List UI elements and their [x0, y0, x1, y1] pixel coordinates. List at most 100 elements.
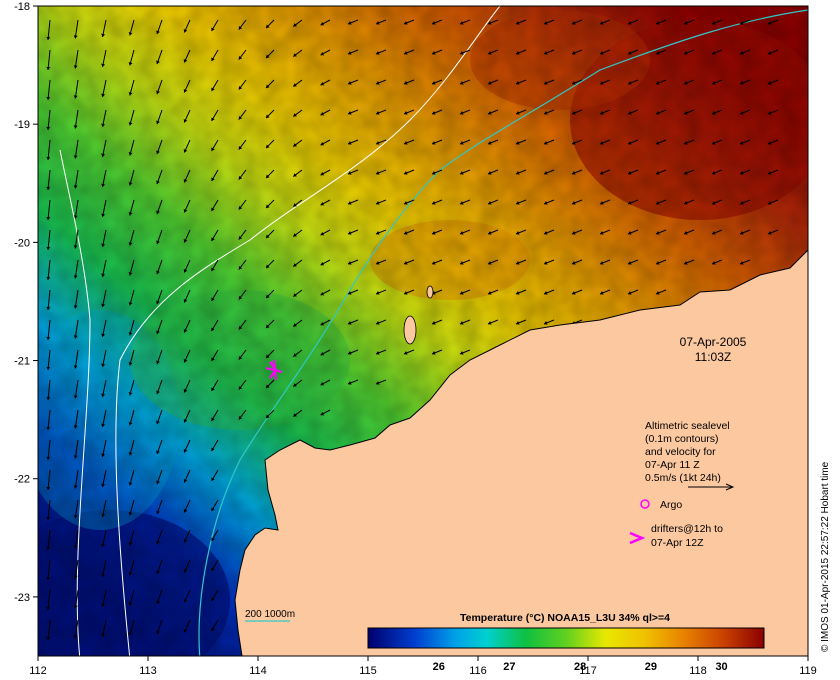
- velocity-arrowhead: [73, 395, 78, 399]
- velocity-arrowhead: [628, 81, 632, 85]
- velocity-arrowhead: [128, 152, 133, 156]
- velocity-arrowhead: [73, 605, 78, 609]
- velocity-arrow: [47, 349, 51, 371]
- velocity-arrowhead: [740, 51, 744, 55]
- velocity-arrowhead: [768, 51, 772, 55]
- lon-tick-label: 116: [469, 665, 487, 677]
- velocity-arrowhead: [460, 261, 464, 265]
- velocity-arrowhead: [544, 201, 548, 205]
- velocity-arrowhead: [684, 201, 688, 205]
- velocity-arrowhead: [740, 141, 744, 145]
- velocity-arrowhead: [266, 234, 270, 239]
- velocity-arrowhead: [712, 111, 716, 115]
- velocity-arrowhead: [238, 145, 243, 150]
- velocity-arrowhead: [101, 153, 106, 158]
- velocity-arrowhead: [293, 383, 297, 387]
- velocity-arrowhead: [628, 171, 632, 175]
- velocity-arrowhead: [572, 21, 576, 25]
- velocity-arrowhead: [488, 261, 492, 265]
- velocity-arrowhead: [183, 88, 188, 93]
- velocity-arrowhead: [628, 51, 632, 55]
- velocity-arrowhead: [656, 111, 660, 115]
- velocity-arrow: [47, 169, 51, 191]
- velocity-arrowhead: [156, 210, 160, 215]
- velocity-arrowhead: [684, 111, 688, 115]
- velocity-arrowhead: [460, 201, 464, 205]
- velocity-arrow: [74, 139, 79, 159]
- velocity-arrowhead: [320, 51, 325, 56]
- velocity-arrowhead: [600, 261, 604, 265]
- velocity-arrowhead: [293, 173, 297, 177]
- velocity-arrowhead: [156, 510, 160, 515]
- velocity-arrowhead: [572, 171, 576, 175]
- velocity-arrowhead: [293, 263, 297, 267]
- velocity-arrowhead: [156, 90, 160, 95]
- velocity-arrowhead: [156, 570, 160, 575]
- velocity-arrowhead: [488, 201, 492, 205]
- velocity-arrowhead: [488, 51, 492, 55]
- velocity-arrowhead: [600, 111, 604, 115]
- velocity-arrowhead: [73, 245, 78, 249]
- velocity-arrowhead: [600, 201, 604, 205]
- velocity-arrowhead: [320, 141, 325, 146]
- velocity-arrowhead: [684, 171, 688, 175]
- velocity-arrowhead: [348, 321, 352, 325]
- velocity-arrowhead: [211, 477, 215, 482]
- velocity-arrow: [47, 469, 51, 491]
- velocity-arrow: [47, 289, 51, 311]
- date-label: 07-Apr-2005: [680, 335, 747, 349]
- velocity-arrowhead: [156, 600, 160, 605]
- legend-line-5: 0.5m/s (1kt 24h): [645, 472, 721, 484]
- legend-line-3: and velocity for: [645, 446, 716, 458]
- velocity-arrowhead: [128, 482, 133, 486]
- velocity-arrowhead: [211, 297, 215, 302]
- velocity-arrowhead: [544, 231, 548, 235]
- velocity-arrowhead: [376, 321, 380, 325]
- velocity-arrowhead: [768, 231, 772, 235]
- velocity-arrowhead: [211, 447, 215, 452]
- velocity-arrowhead: [128, 392, 133, 396]
- velocity-arrowhead: [432, 141, 436, 145]
- velocity-arrowhead: [656, 81, 660, 85]
- velocity-arrowhead: [238, 325, 243, 330]
- velocity-arrowhead: [183, 58, 188, 63]
- velocity-arrowhead: [404, 81, 408, 85]
- velocity-arrowhead: [211, 207, 215, 212]
- velocity-arrowhead: [238, 355, 243, 360]
- velocity-arrowhead: [293, 53, 297, 57]
- velocity-arrowhead: [404, 171, 408, 175]
- velocity-arrowhead: [128, 332, 133, 336]
- velocity-arrowhead: [128, 122, 133, 126]
- velocity-arrowhead: [238, 235, 243, 240]
- velocity-arrowhead: [768, 201, 772, 205]
- velocity-arrow: [74, 289, 79, 309]
- velocity-arrowhead: [656, 231, 660, 235]
- isobath-1000m: [115, 6, 501, 656]
- velocity-arrowhead: [183, 298, 188, 303]
- velocity-arrowhead: [266, 24, 270, 29]
- velocity-arrowhead: [488, 291, 492, 295]
- velocity-arrowhead: [211, 147, 215, 152]
- velocity-arrowhead: [600, 51, 604, 55]
- velocity-arrowhead: [320, 21, 325, 26]
- velocity-arrowhead: [600, 171, 604, 175]
- velocity-arrowhead: [46, 516, 51, 520]
- lon-tick-label: 118: [689, 665, 707, 677]
- velocity-arrowhead: [768, 171, 772, 175]
- velocity-arrowhead: [348, 111, 352, 115]
- velocity-arrow: [74, 379, 79, 399]
- velocity-arrowhead: [516, 231, 520, 235]
- velocity-arrowhead: [73, 545, 78, 549]
- velocity-arrowhead: [238, 175, 243, 180]
- velocity-arrowhead: [320, 231, 325, 236]
- velocity-arrowhead: [211, 177, 215, 182]
- velocity-arrowhead: [712, 231, 716, 235]
- velocity-arrowhead: [183, 358, 188, 363]
- velocity-arrowhead: [600, 231, 604, 235]
- velocity-arrowhead: [101, 213, 106, 218]
- velocity-arrow: [74, 409, 79, 429]
- velocity-arrowhead: [432, 261, 436, 265]
- velocity-arrowhead: [266, 264, 270, 269]
- longitude-axis: 112 113 114 115 116 117 118 119: [29, 656, 817, 677]
- velocity-arrowhead: [266, 414, 270, 419]
